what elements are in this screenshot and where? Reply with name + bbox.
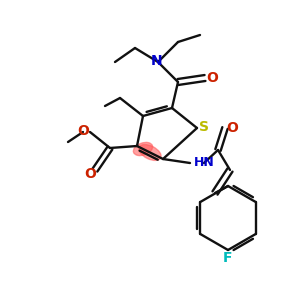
- Text: HN: HN: [194, 155, 215, 169]
- Ellipse shape: [134, 142, 153, 156]
- Text: F: F: [223, 251, 233, 265]
- Ellipse shape: [139, 145, 161, 160]
- Text: O: O: [206, 71, 218, 85]
- Text: S: S: [199, 120, 209, 134]
- Text: O: O: [84, 167, 96, 181]
- Text: O: O: [77, 124, 89, 138]
- Text: O: O: [226, 121, 238, 135]
- Text: N: N: [151, 54, 163, 68]
